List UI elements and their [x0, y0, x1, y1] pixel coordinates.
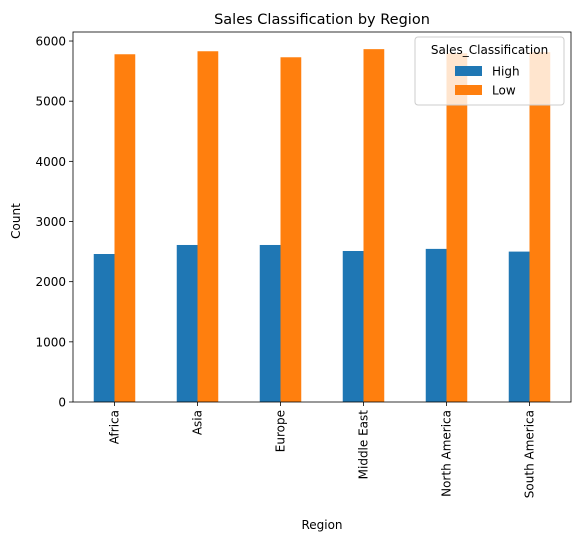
- bar-low-asia: [197, 51, 219, 402]
- y-tick-label: 0: [58, 396, 66, 410]
- legend-label-low: Low: [492, 84, 516, 98]
- bar-low-north-america: [446, 53, 468, 402]
- bar-low-africa: [114, 54, 136, 402]
- legend-box: [414, 36, 565, 106]
- x-tick-label: Middle East: [357, 410, 371, 480]
- y-tick-label: 5000: [35, 95, 66, 109]
- legend-swatch-high: [455, 66, 482, 76]
- legend-title: Sales_Classification: [431, 43, 548, 57]
- bar-high-europe: [259, 244, 281, 402]
- x-tick-label: North America: [440, 410, 454, 497]
- y-tick-label: 4000: [35, 155, 66, 169]
- bar-low-europe: [280, 57, 302, 403]
- y-tick-label: 1000: [35, 335, 66, 349]
- y-axis-label: Count: [9, 203, 23, 239]
- y-tick-label: 3000: [35, 215, 66, 229]
- chart-title: Sales Classification by Region: [214, 12, 430, 28]
- x-tick-label: Europe: [274, 410, 288, 452]
- bar-high-africa: [93, 254, 115, 402]
- bar-high-north-america: [425, 248, 447, 402]
- plot-area: Africa Asia Europe Middle East North America…: [35, 31, 572, 498]
- bar-high-asia: [176, 244, 198, 402]
- bar-high-middle-east: [342, 250, 364, 402]
- x-axis-label: Region: [301, 518, 342, 532]
- bar-low-middle-east: [363, 49, 385, 403]
- legend-swatch-low: [455, 85, 482, 95]
- x-tick-label: South America: [523, 410, 537, 498]
- plot-frame: [72, 31, 572, 403]
- y-tick-label: 6000: [35, 35, 66, 49]
- bar-low-south-america: [529, 52, 551, 402]
- bar-high-south-america: [508, 251, 530, 402]
- legend-label-high: High: [492, 65, 520, 79]
- y-tick-label: 2000: [35, 275, 66, 289]
- legend: Sales_Classification High Low: [414, 36, 565, 106]
- x-tick-label: Asia: [191, 410, 205, 435]
- x-tick-label: Africa: [108, 410, 122, 444]
